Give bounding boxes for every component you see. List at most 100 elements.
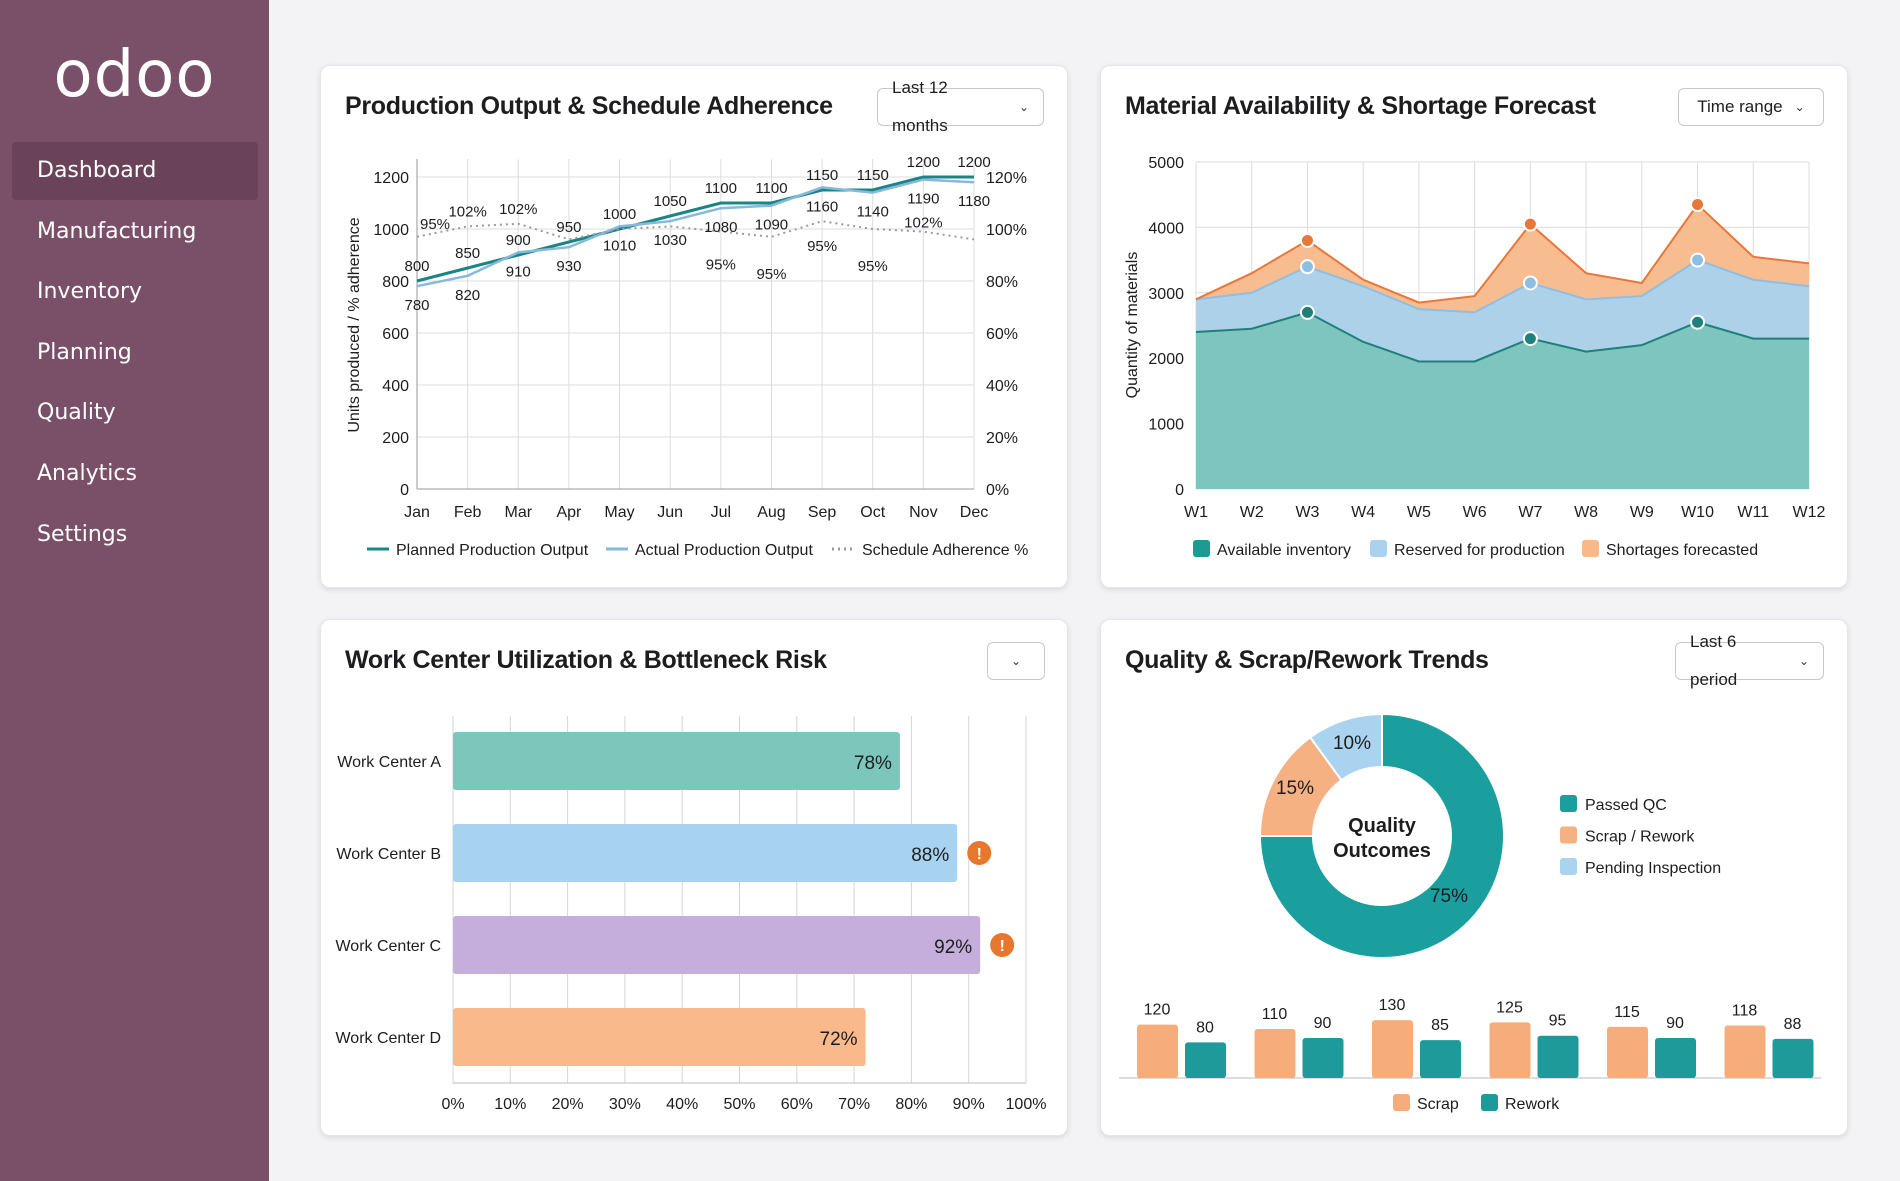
slice-label: 15% [1276, 778, 1314, 799]
bar-work-center-c [453, 916, 981, 974]
bar-value-label: 92% [934, 937, 972, 958]
data-label: 102% [499, 201, 537, 218]
work-center-card: 0% 10% 20% 30% 40% 50% 60% 70% 80% 90% 100% Work Ce… [320, 619, 1068, 1136]
bar-scrap [1489, 1022, 1531, 1078]
donut-center-label: Outcomes [1333, 840, 1431, 862]
legend-label: Rework [1505, 1096, 1560, 1113]
data-label: 910 [506, 263, 531, 280]
data-point-marker [1299, 304, 1315, 320]
period-dropdown[interactable]: Last 6 period ⌄ [1675, 632, 1824, 689]
material-availability-card: 0 1000 2000 3000 4000 5000 W1 W2 W3 W4 W5 W6 W7 W8 W9 W… [1100, 65, 1848, 588]
bar-value-label: 95 [1549, 1013, 1567, 1030]
series-line [1195, 202, 1810, 304]
chevron-down-icon: ⌄ [1794, 100, 1805, 114]
sidebar-item-dashboard[interactable]: Dashboard [12, 142, 258, 200]
dropdown-value: Time range [1697, 97, 1783, 116]
x-tick-label: Jul [711, 504, 731, 521]
data-point-marker [1522, 331, 1538, 347]
material-availability-chart: 0 1000 2000 3000 4000 5000 W1 W2 W3 W4 W5 W6 W7 W8 W9 W… [1124, 155, 1826, 559]
series-line [1195, 311, 1809, 363]
legend-swatch [1370, 540, 1387, 557]
card-title: Work Center Utilization & Bottleneck Ris… [345, 646, 827, 674]
x-tick-label: Nov [909, 504, 937, 521]
x-tick-label: 10% [494, 1096, 526, 1113]
bar-value-label: 90 [1666, 1015, 1684, 1032]
data-label: 1080 [704, 219, 737, 236]
data-label: 1150 [857, 167, 889, 184]
data-point-marker [1522, 275, 1538, 291]
y-tick-label: 0 [400, 482, 409, 499]
bar-value-label: 85 [1431, 1017, 1449, 1034]
warning-icon-glyph: ! [977, 846, 982, 863]
slice-label: 10% [1333, 733, 1371, 754]
category-label: Work Center B [336, 846, 441, 863]
odoo-logo[interactable]: odoo [53, 38, 216, 112]
data-label: 1200 [907, 154, 940, 171]
sidebar-item-settings[interactable]: Settings [37, 521, 128, 547]
legend-label: Pending Inspection [1585, 860, 1721, 877]
legend-label: Actual Production Output [635, 542, 813, 559]
card-title: Material Availability & Shortage Forecas… [1125, 92, 1596, 120]
data-label: 900 [506, 232, 531, 249]
data-label: 850 [455, 245, 480, 262]
x-tick-label: W11 [1737, 504, 1769, 521]
x-tick-label: Jan [404, 504, 430, 521]
y-tick-label: 800 [382, 274, 409, 291]
card-title: Quality & Scrap/Rework Trends [1125, 646, 1489, 674]
bar-scrap [1372, 1020, 1413, 1078]
legend-label: Planned Production Output [396, 542, 589, 559]
x-tick-label: W9 [1630, 504, 1654, 521]
x-tick-label: 90% [953, 1096, 985, 1113]
data-label: 102% [448, 203, 486, 220]
legend-swatch [1560, 858, 1577, 875]
bar-value-label: 115 [1614, 1004, 1640, 1021]
time-range-dropdown[interactable]: Time range ⌄ [1678, 88, 1824, 126]
slice-pending-inspection [1308, 712, 1383, 782]
legend-swatch [1393, 1094, 1410, 1111]
x-tick-label: 80% [895, 1096, 927, 1113]
x-tick-label: W5 [1407, 504, 1431, 521]
sidebar-item-manufacturing[interactable]: Manufacturing [37, 218, 197, 244]
y2-tick-label: 100% [986, 222, 1027, 239]
sidebar-item-inventory[interactable]: Inventory [37, 279, 143, 305]
bar-rework [1655, 1037, 1696, 1078]
bar-rework [1302, 1037, 1344, 1078]
x-tick-label: Jun [657, 504, 683, 521]
bar-value-label: 90 [1314, 1015, 1332, 1032]
data-label: 950 [556, 219, 581, 236]
legend-label: Shortages forecasted [1606, 542, 1758, 559]
x-tick-label: Dec [960, 504, 988, 521]
x-tick-label: 100% [1006, 1096, 1047, 1113]
x-tick-label: 30% [609, 1096, 641, 1113]
bar-rework [1772, 1038, 1814, 1078]
bar-scrap [1137, 1024, 1178, 1078]
x-tick-label: W2 [1240, 504, 1264, 521]
data-label: 1100 [755, 180, 787, 197]
options-dropdown[interactable]: ⌄ [987, 642, 1045, 680]
data-label: 1030 [653, 232, 686, 249]
work-center-chart: 0% 10% 20% 30% 40% 50% 60% 70% 80% 90% 100% Work Ce… [335, 716, 1047, 1113]
data-point-marker [1690, 197, 1706, 213]
x-tick-label: W6 [1463, 504, 1487, 521]
slice-label: 75% [1430, 886, 1468, 907]
y-tick-label: 0 [1175, 482, 1184, 499]
category-label: Work Center C [335, 938, 441, 955]
category-label: Work Center A [337, 754, 441, 771]
sidebar-item-quality[interactable]: Quality [37, 400, 116, 426]
warning-icon [990, 933, 1015, 957]
bar-rework [1185, 1042, 1226, 1078]
period-dropdown[interactable]: Last 12 months ⌄ [877, 78, 1044, 135]
sidebar: odoo Dashboard Manufacturing Inventory P… [0, 0, 269, 1181]
bar-value-label: 125 [1496, 999, 1523, 1016]
sidebar-item-analytics[interactable]: Analytics [37, 460, 137, 486]
legend-swatch [1560, 795, 1577, 812]
data-label: 1200 [957, 154, 990, 171]
legend-label: Schedule Adherence % [862, 542, 1028, 559]
y-tick-label: 4000 [1148, 220, 1184, 237]
sidebar-item-planning[interactable]: Planning [37, 339, 132, 365]
bar-value-label: 110 [1262, 1006, 1288, 1023]
y-tick-label: 1000 [373, 222, 409, 239]
legend-label: Available inventory [1217, 542, 1351, 559]
y-tick-label: 400 [382, 378, 409, 395]
legend-swatch [1481, 1094, 1498, 1111]
